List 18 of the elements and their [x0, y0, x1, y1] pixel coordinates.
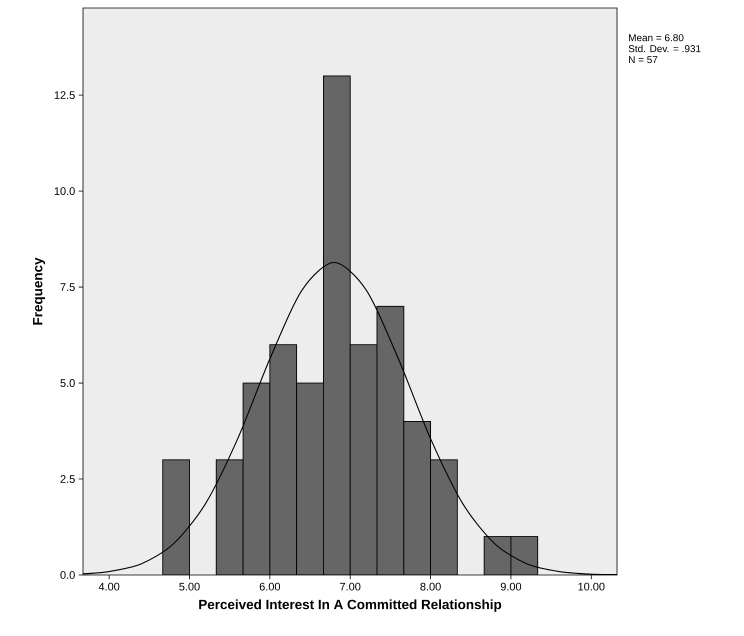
y-tick-label: 12.5	[54, 91, 75, 100]
x-tick-label: 9.00	[500, 582, 522, 591]
y-tick-label: 2.5	[60, 475, 75, 483]
y-tick-label: 10.0	[54, 187, 75, 195]
x-tick-label: 4.00	[98, 582, 120, 591]
text: N = 57	[629, 56, 658, 64]
text: Mean = 6.80	[629, 34, 684, 42]
y-tick-label: 5.0	[60, 379, 75, 387]
text: Std. Dev. = .931	[628, 44, 701, 52]
x-tick-label: 5.00	[179, 582, 200, 591]
x-tick-label: 8.00	[420, 582, 441, 591]
y-axis-title: Frequency	[33, 258, 46, 325]
y-tick-label: 7.5	[60, 283, 75, 291]
x-tick-label: 6.00	[260, 582, 280, 591]
x-axis-title: Perceived Interest In A Committed Relationship	[199, 599, 502, 612]
x-tick-label: 10.00	[578, 582, 605, 591]
y-tick-label: 0.0	[60, 571, 75, 579]
x-tick-label: 7.00	[340, 582, 360, 591]
